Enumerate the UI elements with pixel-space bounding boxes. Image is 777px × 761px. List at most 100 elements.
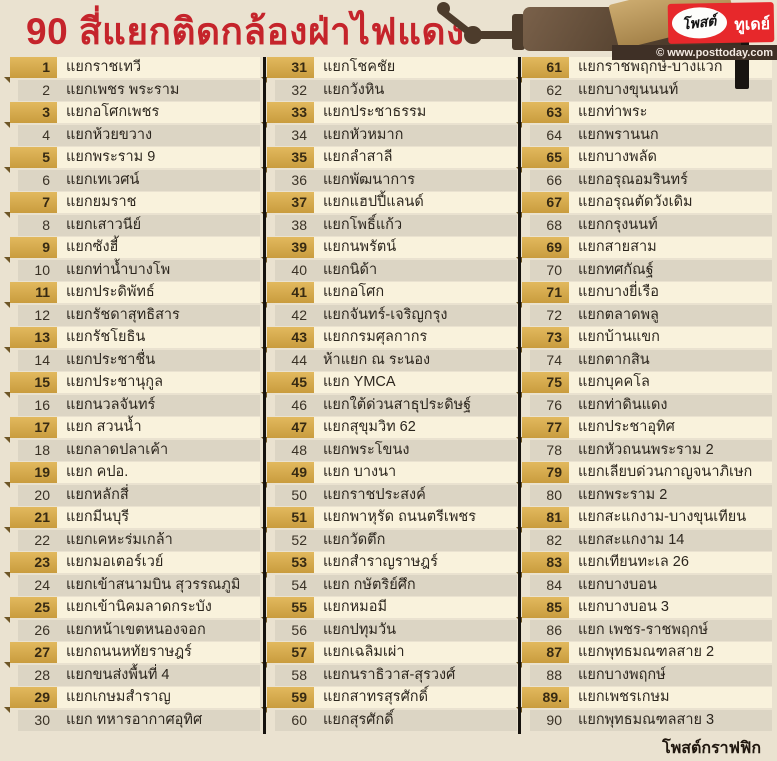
list-item-number: 77 bbox=[516, 417, 569, 443]
list-item-name: แยกประชาชื่น bbox=[66, 351, 156, 368]
list-item-number: 72 bbox=[546, 306, 562, 323]
list-item: 42 แยกจันทร์-เจริญกรุง bbox=[267, 304, 517, 326]
list-item-number: 63 bbox=[516, 102, 569, 128]
list-item-number: 70 bbox=[546, 261, 562, 278]
list-item-name: แยกท่าน้ำบางโพ bbox=[66, 261, 171, 278]
list-item: 23 แยกมอเตอร์เวย์ bbox=[4, 552, 260, 578]
list-item-number: 82 bbox=[546, 531, 562, 548]
list-item-number: 13 bbox=[4, 327, 57, 353]
list-item: 53 แยกสำราญราษฎร์ bbox=[261, 552, 517, 578]
logo-text: ทูเดย์ bbox=[734, 16, 771, 34]
list-item-number: 81 bbox=[516, 507, 569, 533]
list-item: 78 แยกหัวถนนพระราม 2 bbox=[522, 439, 772, 461]
list-item-name: แยกเสาวนีย์ bbox=[66, 216, 142, 233]
list-item-number: 7 bbox=[4, 192, 57, 218]
list-item: 89. แยกเพชรเกษม bbox=[516, 687, 772, 713]
logo-script-text: โพสต์ bbox=[681, 11, 718, 32]
list-item-number: 34 bbox=[291, 126, 307, 143]
list-item-number: 53 bbox=[261, 552, 314, 578]
list-item-name: แยกยมราช bbox=[66, 194, 137, 210]
list-item-number: 11 bbox=[4, 282, 57, 308]
list-item: 56 แยกปทุมวัน bbox=[267, 619, 517, 641]
list-item-number: 58 bbox=[291, 666, 307, 683]
list-item: 90 แยกพุทธมณฑลสาย 3 bbox=[522, 709, 772, 731]
list-item-number: 8 bbox=[42, 216, 50, 233]
list-item-name: แยกสำราญราษฎร์ bbox=[323, 554, 438, 570]
list-item-name: แยกวัดตึก bbox=[323, 531, 386, 548]
list-item: 31 แยกโชคชัย bbox=[261, 57, 517, 83]
list-item: 43 แยกกรมศุลกากร bbox=[261, 327, 517, 353]
list-item: 69 แยกสายสาม bbox=[516, 237, 772, 263]
list-item-number: 37 bbox=[261, 192, 314, 218]
list-item: 27 แยกถนนหทัยราษฎร์ bbox=[4, 642, 260, 668]
list-item-name: แยกเพชรเกษม bbox=[578, 689, 670, 705]
list-item-name: แยกประชาอุทิศ bbox=[578, 419, 675, 435]
list-item-number: 18 bbox=[34, 441, 50, 458]
list-item-number: 19 bbox=[4, 462, 57, 488]
list-item-number: 57 bbox=[261, 642, 314, 668]
list-item-name: ห้าแยก ณ ระนอง bbox=[323, 351, 431, 368]
intersection-column-1: 1 แยกราชเทวี 2 แยกเพชร พระราม 3 แยกอโศกเ… bbox=[4, 57, 260, 732]
list-item-number: 66 bbox=[546, 171, 562, 188]
list-item-number: 76 bbox=[546, 396, 562, 413]
list-item-number: 15 bbox=[4, 372, 57, 398]
list-item: 39 แยกนพรัตน์ bbox=[261, 237, 517, 263]
posttoday-logo: โพสต์ ทูเดย์ bbox=[667, 2, 775, 44]
list-item-name: แยกนพรัตน์ bbox=[323, 239, 397, 255]
list-item-name: แยก กษัตริย์ศึก bbox=[323, 576, 416, 593]
list-item: 17 แยก สวนน้ำ bbox=[4, 417, 260, 443]
list-item: 59 แยกสาทรสุรศักดิ์ bbox=[261, 687, 517, 713]
list-item-name: แยกบางบอน bbox=[578, 576, 657, 593]
list-item: 74 แยกตากสิน bbox=[522, 349, 772, 371]
camera-arm-joint-icon bbox=[464, 26, 482, 44]
list-item-name: แยก สวนน้ำ bbox=[66, 419, 142, 435]
list-item: 75 แยกบุคคโล bbox=[516, 372, 772, 398]
list-item-number: 3 bbox=[4, 102, 57, 128]
list-item-number: 68 bbox=[546, 216, 562, 233]
list-item-name: แยกตากสิน bbox=[578, 351, 650, 368]
list-item: 11 แยกประดิพัทธ์ bbox=[4, 282, 260, 308]
graphics-credit: โพสต์กราฟฟิก bbox=[662, 740, 761, 757]
list-item: 88 แยกบางพฤกษ์ bbox=[522, 664, 772, 686]
list-item-number: 38 bbox=[291, 216, 307, 233]
list-item-name: แยกบางพฤกษ์ bbox=[578, 666, 666, 683]
list-item-number: 67 bbox=[516, 192, 569, 218]
list-item: 29 แยกเกษมสำราญ bbox=[4, 687, 260, 713]
list-item-name: แยกตลาดพลู bbox=[578, 306, 659, 323]
list-item: 45 แยก YMCA bbox=[261, 372, 517, 398]
list-item: 18 แยกลาดปลาเค้า bbox=[10, 439, 260, 461]
list-item-number: 84 bbox=[546, 576, 562, 593]
logo-oval: โพสต์ bbox=[671, 6, 728, 39]
list-item-number: 64 bbox=[546, 126, 562, 143]
list-item-name: แยกกรุงนนท์ bbox=[578, 216, 658, 233]
list-item-number: 28 bbox=[34, 666, 50, 683]
list-item: 14 แยกประชาชื่น bbox=[10, 349, 260, 371]
list-item: 54 แยก กษัตริย์ศึก bbox=[267, 574, 517, 596]
list-item-number: 62 bbox=[546, 81, 562, 98]
website-url: © www.posttoday.com bbox=[656, 46, 773, 59]
list-item-number: 89. bbox=[516, 687, 569, 713]
list-item-number: 83 bbox=[516, 552, 569, 578]
list-item-number: 60 bbox=[291, 711, 307, 728]
list-item: 5 แยกพระราม 9 bbox=[4, 147, 260, 173]
list-item-number: 32 bbox=[291, 81, 307, 98]
list-item-name: แยกสุขุมวิท 62 bbox=[323, 419, 416, 435]
list-item-name: แยกราชเทวี bbox=[66, 59, 142, 75]
list-item: 72 แยกตลาดพลู bbox=[522, 304, 772, 326]
list-item-number: 42 bbox=[291, 306, 307, 323]
list-item-number: 31 bbox=[261, 57, 314, 83]
list-item: 21 แยกมีนบุรี bbox=[4, 507, 260, 533]
list-item-name: แยกโชคชัย bbox=[323, 59, 396, 75]
list-item-number: 14 bbox=[34, 351, 50, 368]
list-item-name: แยกจันทร์-เจริญกรุง bbox=[323, 306, 448, 323]
list-item-name: แยกพุทธมณฑลสาย 3 bbox=[578, 711, 715, 728]
list-item-number: 5 bbox=[4, 147, 57, 173]
list-item-number: 47 bbox=[261, 417, 314, 443]
list-item-number: 52 bbox=[291, 531, 307, 548]
list-item-number: 55 bbox=[261, 597, 314, 623]
list-item: 48 แยกพระโขนง bbox=[267, 439, 517, 461]
list-item: 71 แยกบางยี่เรือ bbox=[516, 282, 772, 308]
list-item: 32 แยกวังหิน bbox=[267, 79, 517, 101]
list-item-number: 16 bbox=[34, 396, 50, 413]
